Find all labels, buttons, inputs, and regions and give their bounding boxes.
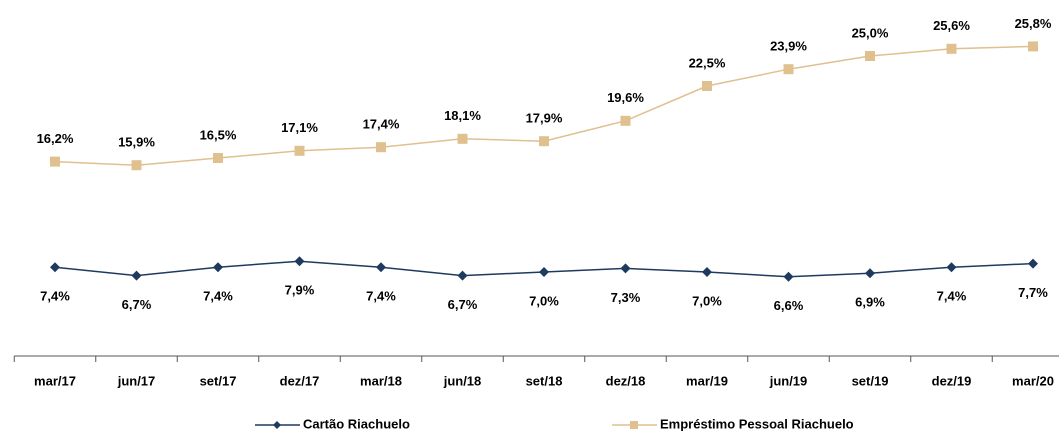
data-label: 15,9% — [118, 135, 155, 150]
legend-label: Cartão Riachuelo — [303, 416, 410, 431]
point — [702, 81, 712, 91]
point — [620, 263, 631, 274]
x-tick-label: mar/20 — [1012, 373, 1054, 388]
x-tick-label: jun/17 — [117, 373, 156, 388]
point — [946, 43, 957, 54]
data-label: 7,4% — [937, 289, 967, 304]
point — [539, 267, 549, 277]
point — [294, 145, 305, 156]
point — [50, 262, 60, 273]
point — [783, 271, 794, 282]
data-label: 7,4% — [366, 289, 396, 304]
point — [1028, 41, 1038, 52]
x-tick-label: dez/17 — [280, 373, 320, 388]
point — [131, 160, 142, 171]
data-label: 6,6% — [774, 298, 804, 313]
x-tick-label: set/18 — [526, 373, 563, 388]
point — [539, 136, 549, 147]
point — [865, 268, 875, 279]
series-line — [54, 45, 1034, 166]
data-label: 22,5% — [689, 55, 726, 70]
point — [783, 64, 794, 75]
x-tick-label: set/19 — [852, 373, 889, 388]
legend-label: Empréstimo Pessoal Riachuelo — [660, 416, 854, 431]
data-label: 7,4% — [203, 289, 233, 304]
point — [213, 153, 223, 163]
point — [131, 270, 142, 281]
point — [376, 262, 386, 273]
legend-marker — [273, 421, 281, 429]
data-label: 6,7% — [448, 297, 478, 312]
data-label: 7,7% — [1018, 285, 1048, 300]
point — [376, 142, 386, 153]
point — [865, 51, 875, 61]
x-tick-label: mar/19 — [686, 373, 728, 388]
point — [50, 156, 60, 167]
data-label: 16,2% — [37, 131, 74, 146]
data-label: 17,9% — [526, 111, 563, 126]
legend-marker — [630, 421, 638, 429]
data-label: 17,4% — [363, 117, 400, 132]
point — [1028, 258, 1038, 269]
point — [702, 267, 712, 277]
data-label: 16,5% — [200, 127, 237, 142]
data-label: 6,7% — [122, 297, 152, 312]
x-tick-label: dez/18 — [606, 373, 646, 388]
data-label: 23,9% — [770, 39, 807, 54]
x-tick-label: jun/19 — [769, 373, 808, 388]
point — [946, 262, 957, 273]
data-label: 25,8% — [1015, 16, 1052, 31]
data-label: 7,3% — [611, 290, 641, 305]
x-tick-label: jun/18 — [443, 373, 482, 388]
data-label: 25,0% — [852, 25, 889, 40]
data-label: 6,9% — [855, 295, 885, 310]
point — [620, 115, 631, 126]
data-label: 25,6% — [933, 18, 970, 33]
x-tick-label: mar/18 — [360, 373, 402, 388]
data-label: 17,1% — [281, 120, 318, 135]
x-tick-label: mar/17 — [34, 373, 76, 388]
data-label: 18,1% — [444, 108, 481, 123]
point — [457, 133, 468, 144]
data-label: 7,4% — [40, 289, 70, 304]
data-label: 7,0% — [692, 293, 722, 308]
point — [213, 262, 223, 273]
point — [294, 256, 305, 267]
point — [457, 270, 468, 281]
data-label: 7,9% — [285, 283, 315, 298]
data-label: 19,6% — [607, 90, 644, 105]
x-tick-label: set/17 — [200, 373, 237, 388]
data-label: 7,0% — [529, 293, 559, 308]
x-tick-label: dez/19 — [932, 373, 972, 388]
